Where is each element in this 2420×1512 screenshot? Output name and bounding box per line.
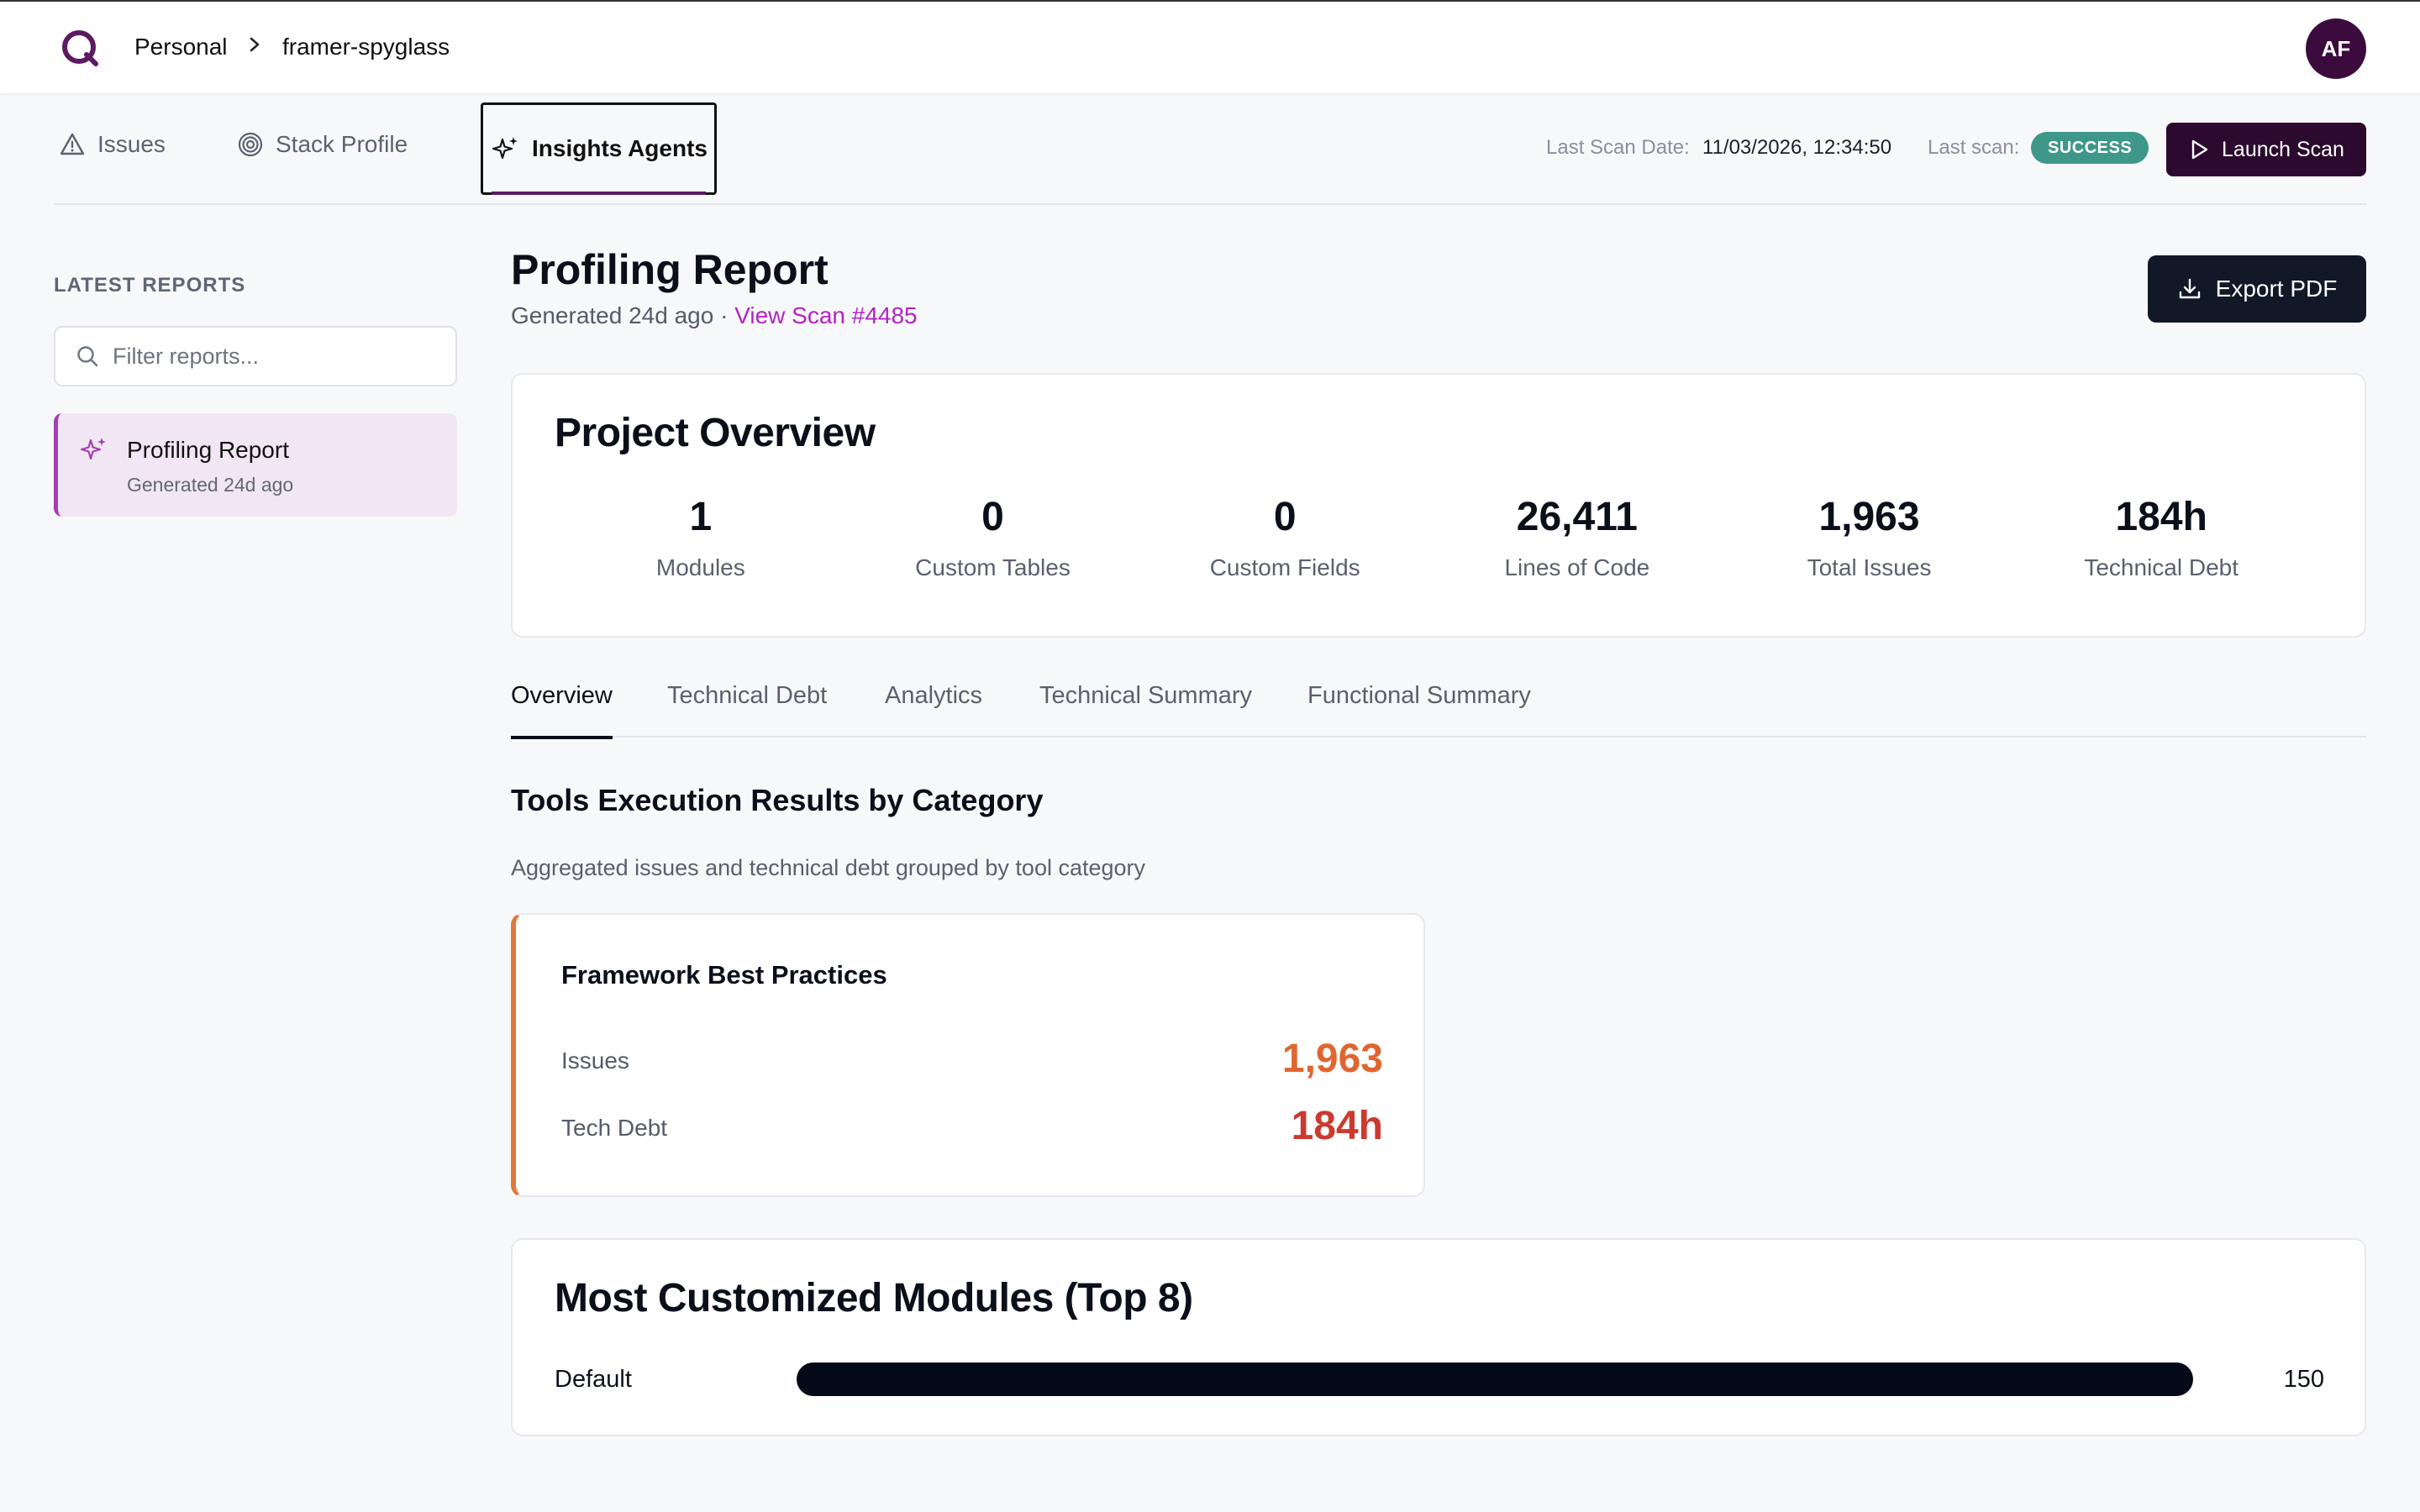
- tab-analytics[interactable]: Analytics: [885, 682, 983, 709]
- tab-stack-profile[interactable]: Stack Profile: [237, 94, 408, 195]
- meta-separator: ·: [713, 302, 735, 328]
- scan-status-badge: SUCCESS: [2031, 132, 2149, 164]
- category-card-framework-best-practices: Framework Best Practices Issues 1,963 Te…: [511, 913, 1425, 1197]
- module-name: Default: [555, 1366, 632, 1393]
- tech-debt-value: 184h: [1291, 1104, 1383, 1148]
- stat-custom-fields: 0 Custom Fields: [1139, 492, 1431, 610]
- stat-total-issues: 1,963 Total Issues: [1723, 492, 2016, 610]
- last-scan-date-label: Last Scan Date:: [1546, 136, 1690, 159]
- chevron-right-icon: [250, 37, 260, 52]
- top-bar: Personal framer-spyglass AF: [0, 0, 2420, 94]
- most-customized-modules-card: Most Customized Modules (Top 8) Default …: [511, 1238, 2366, 1436]
- module-bar-track: [797, 1362, 2193, 1396]
- report-list-item[interactable]: Profiling Report Generated 24d ago: [54, 413, 457, 517]
- issues-label: Issues: [561, 1047, 629, 1074]
- report-generated: Generated 24d ago: [511, 302, 714, 328]
- project-overview-card: Project Overview 1 Modules 0 Custom Tabl…: [511, 373, 2366, 638]
- app-logo-icon[interactable]: [59, 27, 103, 71]
- stat-label: Custom Tables: [915, 554, 1071, 580]
- download-icon: [2179, 278, 2200, 299]
- stat-custom-tables: 0 Custom Tables: [847, 492, 1139, 610]
- stat-label: Custom Fields: [1209, 554, 1360, 580]
- stat-value: 184h: [2115, 495, 2207, 539]
- filter-reports-input[interactable]: [113, 343, 432, 370]
- sparkles-icon: [492, 137, 518, 160]
- last-scan-date-value: 11/03/2026, 12:34:50: [1702, 136, 1892, 159]
- report-item-subtitle: Generated 24d ago: [127, 474, 294, 496]
- stat-value: 0: [1273, 495, 1297, 539]
- tab-technical-summary[interactable]: Technical Summary: [1039, 682, 1253, 709]
- view-scan-link[interactable]: View Scan #4485: [734, 302, 918, 328]
- tools-results-description: Aggregated issues and technical debt gro…: [511, 855, 1146, 880]
- sparkles-icon: [80, 438, 106, 460]
- tab-insights-agents[interactable]: Insights Agents: [481, 102, 717, 195]
- tab-functional-summary[interactable]: Functional Summary: [1307, 682, 1531, 709]
- warning-triangle-icon: [60, 133, 85, 155]
- tab-insights-agents-label: Insights Agents: [532, 135, 708, 161]
- module-value: 150: [2283, 1366, 2324, 1393]
- stat-value: 26,411: [1516, 495, 1638, 539]
- stat-value: 0: [981, 495, 1004, 539]
- stat-value: 1: [689, 495, 713, 539]
- play-icon: [2191, 139, 2208, 160]
- page-title: Profiling Report: [511, 246, 829, 293]
- user-avatar[interactable]: AF: [2306, 18, 2366, 79]
- overview-stats: 1 Modules 0 Custom Tables 0 Custom Field…: [555, 492, 2307, 610]
- stat-label: Lines of Code: [1504, 554, 1650, 580]
- tools-results-title: Tools Execution Results by Category: [511, 783, 1044, 817]
- stat-label: Modules: [655, 554, 745, 580]
- stat-technical-debt: 184h Technical Debt: [2015, 492, 2307, 610]
- latest-reports-heading: LATEST REPORTS: [54, 274, 246, 297]
- search-icon: [77, 346, 98, 367]
- export-pdf-button[interactable]: Export PDF: [2148, 255, 2366, 323]
- breadcrumb-project[interactable]: framer-spyglass: [282, 34, 450, 60]
- module-bar: [797, 1362, 2193, 1396]
- category-title: Framework Best Practices: [561, 960, 887, 990]
- report-item-title: Profiling Report: [127, 437, 289, 463]
- issues-value: 1,963: [1281, 1037, 1383, 1081]
- stat-lines-of-code: 26,411 Lines of Code: [1431, 492, 1723, 610]
- modules-title: Most Customized Modules (Top 8): [555, 1276, 1193, 1320]
- tab-issues-label: Issues: [97, 131, 166, 157]
- report-meta: Generated 24d ago · View Scan #4485: [511, 302, 918, 329]
- launch-scan-label: Launch Scan: [2222, 137, 2344, 161]
- tab-issues[interactable]: Issues: [59, 94, 166, 195]
- tech-debt-label: Tech Debt: [561, 1115, 668, 1141]
- main-nav: Issues Stack Profile Insights Agents Las…: [54, 94, 2366, 205]
- project-overview-title: Project Overview: [555, 411, 876, 455]
- last-scan-status-label: Last scan:: [1928, 136, 2020, 159]
- tab-stack-profile-label: Stack Profile: [276, 131, 408, 157]
- report-tabs: Overview Technical Debt Analytics Techni…: [511, 672, 2366, 739]
- tab-technical-debt[interactable]: Technical Debt: [667, 682, 828, 709]
- stat-label: Technical Debt: [2084, 554, 2239, 580]
- stat-value: 1,963: [1818, 495, 1920, 539]
- tab-overview[interactable]: Overview: [511, 682, 613, 739]
- launch-scan-button[interactable]: Launch Scan: [2166, 123, 2366, 176]
- target-icon: [238, 132, 263, 157]
- export-pdf-label: Export PDF: [2215, 276, 2338, 302]
- stat-modules: 1 Modules: [555, 492, 847, 610]
- stat-label: Total Issues: [1807, 554, 1932, 580]
- filter-reports-field[interactable]: [54, 326, 457, 386]
- breadcrumb-workspace[interactable]: Personal: [134, 34, 228, 60]
